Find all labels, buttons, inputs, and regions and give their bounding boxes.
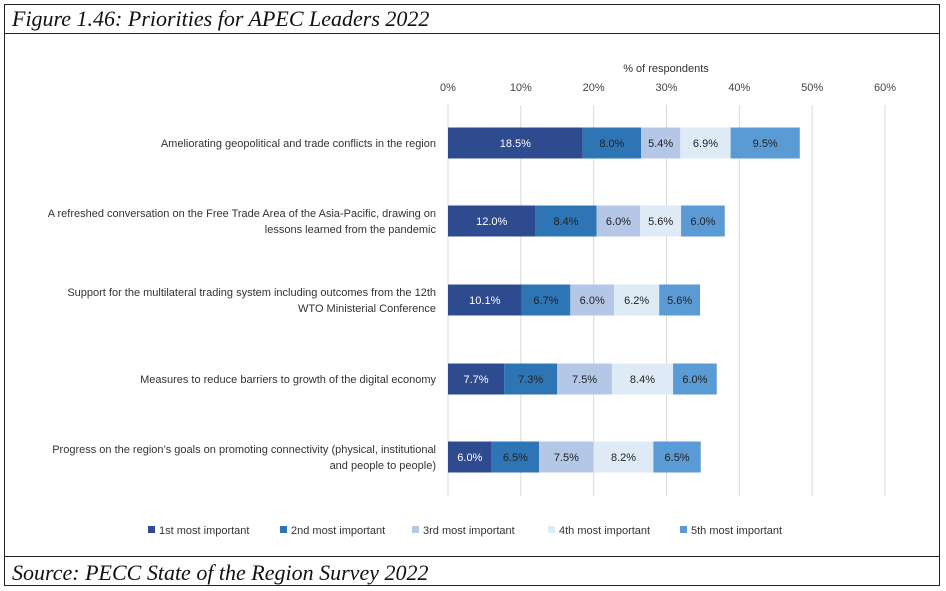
source-divider <box>4 556 940 557</box>
bar-segment <box>491 441 540 473</box>
bar-segment <box>448 441 492 473</box>
data-label: 6.5% <box>665 452 690 464</box>
x-axis-title: % of respondents <box>623 63 709 75</box>
data-label: 6.0% <box>690 216 715 228</box>
title-divider <box>4 33 940 34</box>
data-label: 10.1% <box>469 295 500 307</box>
data-label: 7.7% <box>464 374 489 386</box>
data-label: 9.5% <box>753 138 778 150</box>
x-tick-labels: 0% 10% 20% 30% 40% 50% 60% <box>440 82 896 94</box>
bar-segment <box>448 127 583 159</box>
data-label: 5.4% <box>648 138 673 150</box>
category-label: Ameliorating geopolitical and trade conf… <box>161 138 436 150</box>
bar-segment <box>596 205 641 237</box>
bar-segment <box>504 363 558 395</box>
category-labels: Ameliorating geopolitical and trade conf… <box>48 138 437 472</box>
legend-label: 1st most important <box>159 525 249 537</box>
category-label: Measures to reduce barriers to growth of… <box>140 374 436 386</box>
bar-segment <box>659 284 701 316</box>
bar-segment <box>448 205 536 237</box>
bar-segment <box>535 205 597 237</box>
data-label: 8.0% <box>599 138 624 150</box>
data-label: 6.0% <box>457 452 482 464</box>
bar-segment <box>448 363 505 395</box>
data-label: 7.3% <box>518 374 543 386</box>
bar-segment <box>557 363 612 395</box>
figure-frame <box>4 4 940 586</box>
bar-segment <box>730 127 800 159</box>
figure-source: Source: PECC State of the Region Survey … <box>12 560 429 585</box>
legend-swatch <box>280 526 287 533</box>
bar-segment <box>570 284 615 316</box>
x-tick-label: 10% <box>510 82 532 94</box>
data-label: 18.5% <box>500 138 531 150</box>
x-tick-label: 50% <box>801 82 823 94</box>
data-label: 6.0% <box>682 374 707 386</box>
bar-segments <box>448 127 800 473</box>
data-label: 6.0% <box>606 216 631 228</box>
bar-segment <box>593 441 654 473</box>
data-labels: 18.5% 8.0% 5.4% 6.9% 9.5% 12.0% 8.4% 6.0% 5.6% 6.… <box>457 138 778 464</box>
data-label: 6.2% <box>624 295 649 307</box>
bar-segment <box>680 127 731 159</box>
x-tick-label: 30% <box>655 82 677 94</box>
data-label: 6.0% <box>580 295 605 307</box>
legend-label: 4th most important <box>559 525 650 537</box>
x-tick-label: 20% <box>583 82 605 94</box>
legend-label: 5th most important <box>691 525 782 537</box>
bar-segment <box>614 284 660 316</box>
data-label: 5.6% <box>648 216 673 228</box>
category-label: A refreshed conversation on the Free Tra… <box>48 208 436 220</box>
data-label: 8.2% <box>611 452 636 464</box>
data-label: 8.4% <box>553 216 578 228</box>
bar-segment <box>448 284 522 316</box>
category-label: and people to people) <box>330 460 436 472</box>
data-label: 7.5% <box>554 452 579 464</box>
legend-swatch <box>548 526 555 533</box>
legend-label: 2nd most important <box>291 525 385 537</box>
category-label: Progress on the region’s goals on promot… <box>52 444 436 456</box>
data-label: 5.6% <box>667 295 692 307</box>
data-label: 8.4% <box>630 374 655 386</box>
bar-segment <box>681 205 725 237</box>
data-label: 7.5% <box>572 374 597 386</box>
x-tick-label: 40% <box>728 82 750 94</box>
x-tick-label: 60% <box>874 82 896 94</box>
bar-segment <box>653 441 701 473</box>
bar-segment <box>521 284 571 316</box>
figure-title: Figure 1.46: Priorities for APEC Leaders… <box>12 6 430 31</box>
bar-segment <box>640 205 682 237</box>
x-tick-label: 0% <box>440 82 456 94</box>
legend-swatch <box>680 526 687 533</box>
bar-segment <box>539 441 594 473</box>
legend-swatch <box>148 526 155 533</box>
data-label: 6.5% <box>503 452 528 464</box>
data-label: 12.0% <box>476 216 507 228</box>
legend: 1st most important 2nd most important 3rd … <box>148 525 782 537</box>
category-label: lessons learned from the pandemic <box>265 224 437 236</box>
bar-segment <box>673 363 717 395</box>
category-label: Support for the multilateral trading sys… <box>67 287 436 299</box>
category-label: WTO Ministerial Conference <box>298 303 436 315</box>
legend-label: 3rd most important <box>423 525 515 537</box>
bar-segment <box>611 363 674 395</box>
bar-segment <box>641 127 681 159</box>
data-label: 6.7% <box>533 295 558 307</box>
data-label: 6.9% <box>693 138 718 150</box>
legend-swatch <box>412 526 419 533</box>
bar-segment <box>582 127 642 159</box>
